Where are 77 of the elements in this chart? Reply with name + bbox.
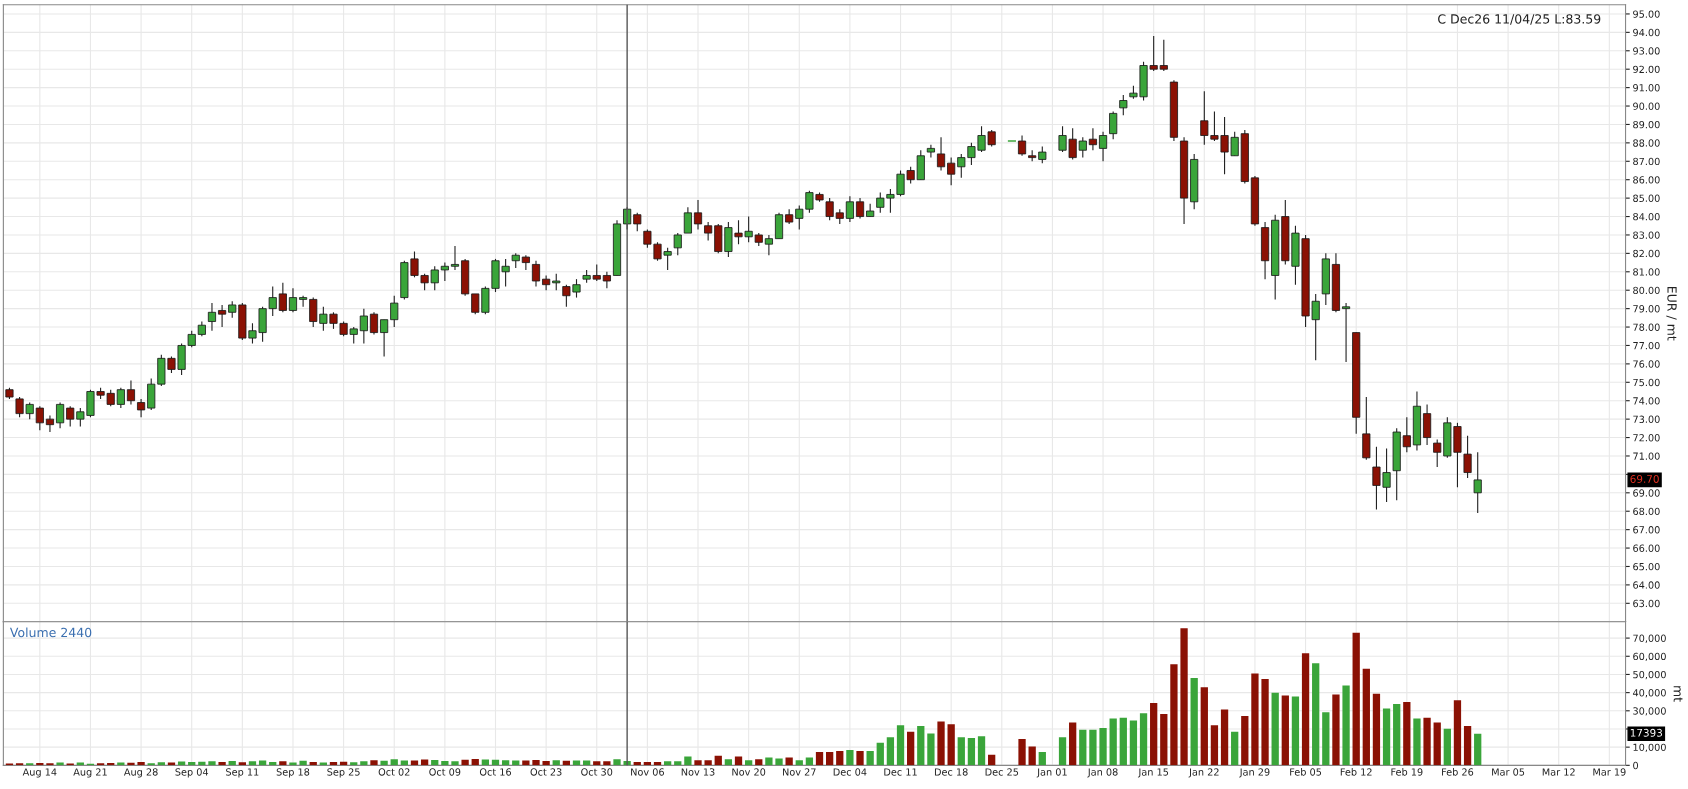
- y-tick-label: 88.00: [1633, 139, 1660, 147]
- x-tick-label: Sep 25: [327, 768, 360, 778]
- y-tick-label: 10,000: [1633, 743, 1666, 752]
- y-tick-label: 78.00: [1633, 323, 1660, 331]
- y-tick-label: 30,000: [1633, 707, 1666, 716]
- x-tick-label: Feb 12: [1340, 768, 1372, 776]
- x-tick-label: Sep 04: [175, 768, 209, 778]
- y-tick-label: 91.00: [1633, 84, 1660, 92]
- y-tick-label: 87.00: [1633, 157, 1660, 166]
- y-tick-label: 66.00: [1633, 544, 1660, 552]
- y-tick-label: 92.00: [1633, 65, 1660, 74]
- y-tick-label: 85.00: [1633, 194, 1660, 202]
- y-tick-label: 68.00: [1633, 507, 1660, 516]
- x-tick-label: Aug 14: [22, 768, 57, 778]
- y-tick-label: 67.00: [1633, 526, 1660, 534]
- x-tick-label: Mar 19: [1593, 768, 1626, 776]
- x-tick-label: Sep 18: [276, 768, 310, 778]
- y-tick-label: 75.00: [1633, 378, 1660, 387]
- y-tick-label: 90.00: [1633, 102, 1660, 110]
- y-tick-label: 80.00: [1633, 286, 1660, 295]
- x-tick-label: Nov 13: [681, 768, 715, 776]
- x-tick-label: Sep 11: [226, 768, 259, 778]
- y-tick-label: 70,000: [1633, 634, 1666, 643]
- y-tick-label: 81.00: [1633, 268, 1660, 276]
- x-tick-label: Mar 12: [1542, 768, 1575, 776]
- y-tick-label: 65.00: [1633, 562, 1660, 571]
- x-tick-label: Dec 04: [833, 768, 867, 776]
- y-axis-title: mt: [1673, 686, 1683, 702]
- x-tick-label: Oct 30: [581, 768, 613, 776]
- x-tick-label: Aug 28: [123, 768, 158, 778]
- x-tick-label: Jan 15: [1137, 768, 1169, 778]
- x-tick-label: Nov 27: [783, 768, 816, 776]
- x-tick-label: Jan 29: [1239, 768, 1270, 778]
- x-tick-label: Oct 02: [378, 768, 410, 776]
- x-tick-label: Nov 20: [732, 768, 766, 776]
- x-tick-label: Dec 11: [884, 768, 917, 776]
- y-tick-label: 79.00: [1633, 305, 1660, 313]
- text: C Dec26 11/04/25 L:83.59: [1438, 14, 1601, 25]
- x-tick-label: Dec 25: [985, 768, 1019, 776]
- x-tick-label: Jan 22: [1188, 768, 1219, 778]
- x-tick-label: Jan 08: [1087, 768, 1118, 778]
- x-tick-label: Oct 09: [429, 768, 461, 776]
- y-tick-label: 77.00: [1633, 341, 1660, 350]
- y-tick-label: 86.00: [1633, 176, 1660, 184]
- y-tick-label: 84.00: [1633, 213, 1660, 221]
- y-axis-title: EUR / mt: [1666, 286, 1677, 341]
- y-tick-label: 50,000: [1633, 670, 1666, 680]
- x-tick-label: Jan 01: [1036, 768, 1067, 778]
- y-tick-label: 95.00: [1633, 10, 1660, 18]
- y-tick-label: 89.00: [1633, 120, 1660, 129]
- x-tick-label: Nov 06: [631, 768, 664, 776]
- y-tick-label: 94.00: [1633, 28, 1660, 37]
- y-tick-label: 60,000: [1633, 652, 1666, 662]
- y-tick-label: 0: [1633, 761, 1639, 770]
- x-tick-label: Dec 18: [934, 768, 968, 776]
- x-tick-label: Feb 26: [1442, 768, 1474, 776]
- y-tick-label: 72.00: [1633, 434, 1660, 442]
- text: 17393: [1630, 728, 1663, 737]
- x-tick-label: Aug 21: [73, 768, 107, 778]
- y-tick-label: 40,000: [1632, 689, 1666, 698]
- y-tick-label: 64.00: [1633, 581, 1660, 589]
- y-tick-label: 76.00: [1633, 360, 1660, 368]
- y-tick-label: 69.00: [1633, 489, 1660, 497]
- x-tick-label: Feb 19: [1391, 768, 1423, 776]
- chart-title: Volume 2440: [9, 627, 92, 638]
- y-tick-label: 73.00: [1633, 415, 1660, 423]
- x-tick-label: Oct 16: [479, 768, 512, 776]
- y-tick-label: 63.00: [1633, 599, 1660, 608]
- y-tick-label: 74.00: [1633, 397, 1660, 405]
- x-tick-label: Oct 23: [530, 768, 562, 776]
- y-tick-label: 83.00: [1633, 231, 1660, 239]
- y-tick-label: 71.00: [1633, 452, 1660, 460]
- y-tick-label: 82.00: [1633, 249, 1660, 258]
- text: 69.70: [1630, 475, 1659, 483]
- y-tick-label: 93.00: [1633, 47, 1660, 55]
- x-tick-label: Feb 05: [1290, 768, 1322, 776]
- x-tick-label: Mar 05: [1492, 768, 1525, 776]
